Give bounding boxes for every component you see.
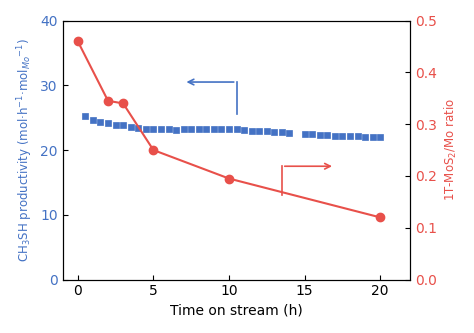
Y-axis label: CH$_3$SH productivity (mol·h$^{-1}$·mol$_{Mo}$$^{-1}$): CH$_3$SH productivity (mol·h$^{-1}$·mol$… xyxy=(15,38,35,262)
X-axis label: Time on stream (h): Time on stream (h) xyxy=(170,304,303,318)
Y-axis label: 1T-MoS$_2$/Mo ratio: 1T-MoS$_2$/Mo ratio xyxy=(443,99,459,201)
